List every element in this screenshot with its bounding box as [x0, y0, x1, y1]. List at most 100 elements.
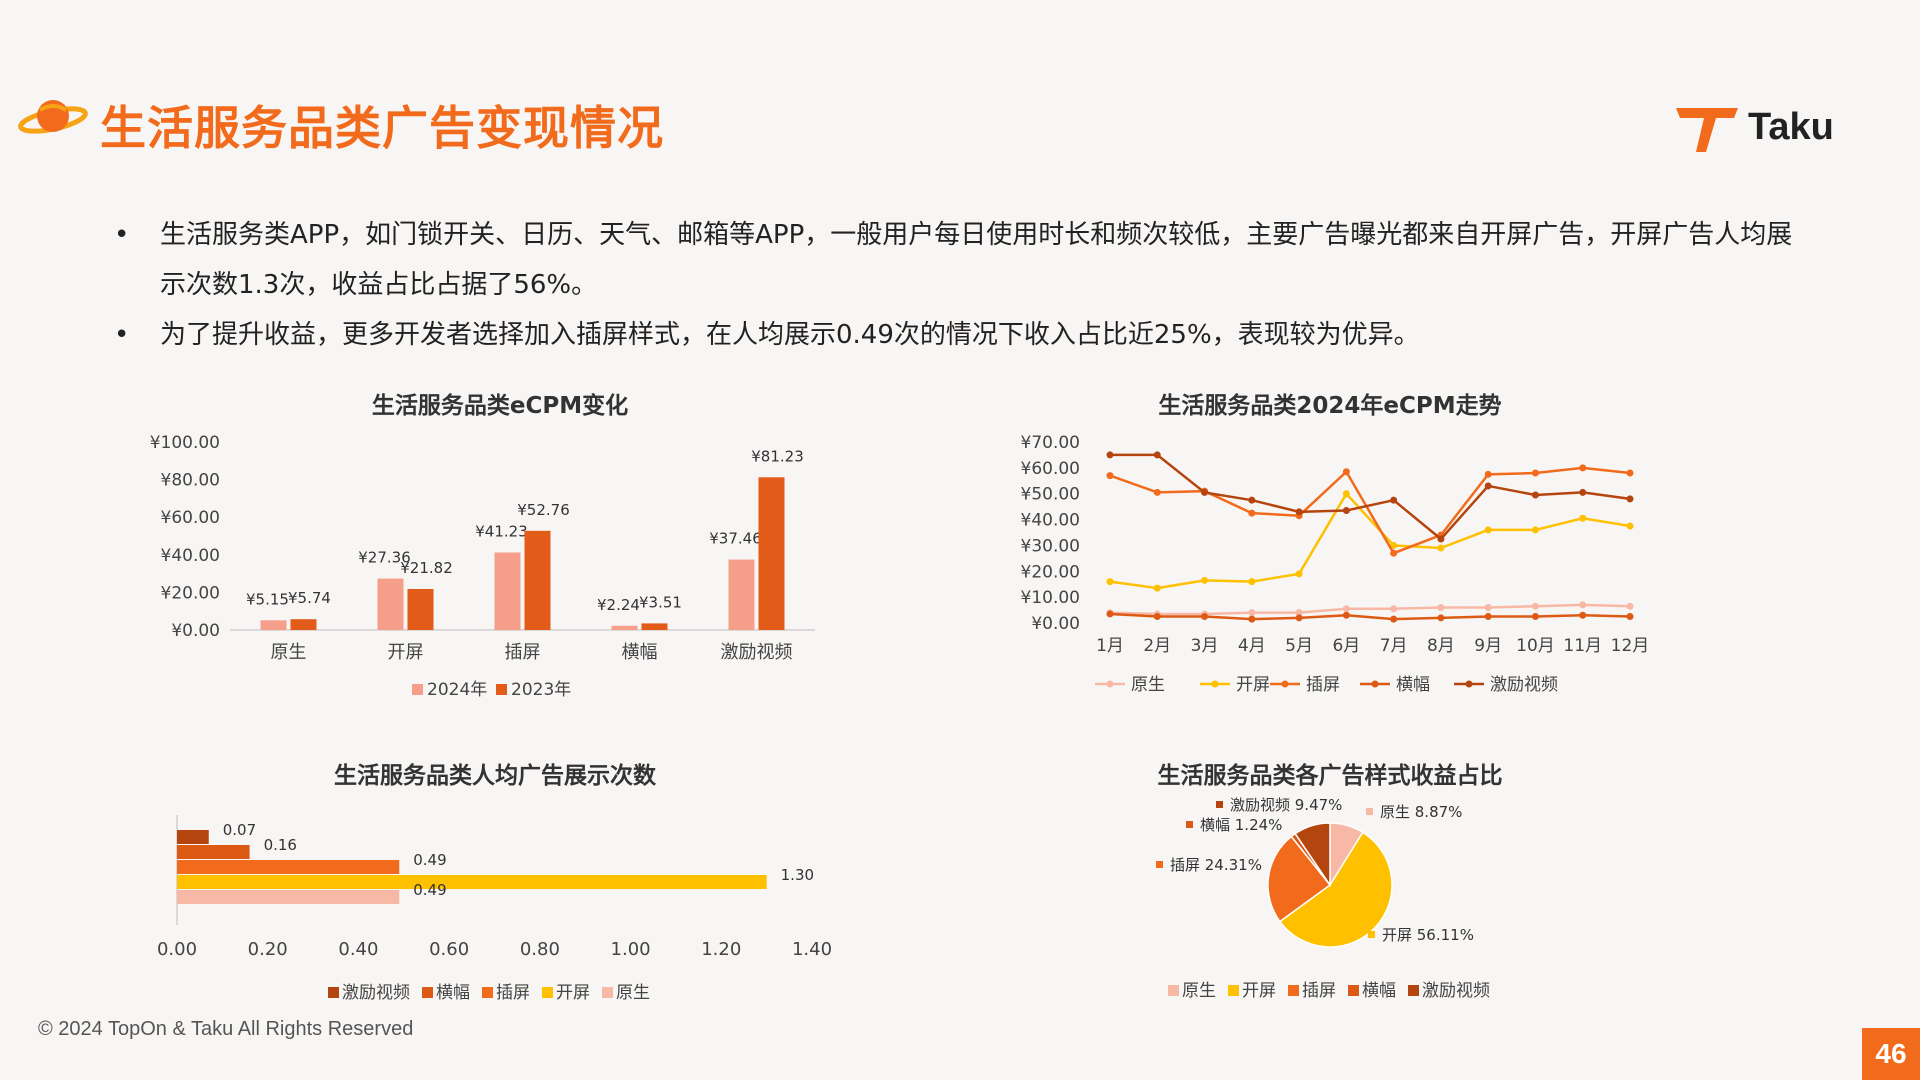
- y-tick-label: ¥0.00: [171, 621, 220, 641]
- bullet-text: 生活服务类APP，如门锁开关、日历、天气、邮箱等APP，一般用户每日使用时长和频…: [160, 220, 1793, 300]
- bar: [177, 875, 767, 889]
- data-label: 开屏 56.11%: [1382, 926, 1474, 944]
- legend-swatch: [602, 987, 613, 998]
- line-point: [1531, 613, 1539, 621]
- data-label: ¥3.51: [639, 593, 682, 611]
- data-label: ¥5.74: [288, 589, 331, 607]
- legend-label: 横幅: [1396, 675, 1430, 695]
- y-tick-label: ¥10.00: [1021, 588, 1080, 608]
- x-tick-label: 5月: [1285, 636, 1313, 656]
- label-marker: [1368, 931, 1375, 938]
- data-label: ¥37.46: [709, 530, 762, 548]
- revenue-pie-chart-title: 生活服务品类各广告样式收益占比: [1157, 763, 1503, 789]
- legend-label: 激励视频: [342, 983, 410, 1003]
- line-point: [1295, 609, 1303, 617]
- legend-swatch: [1168, 985, 1179, 996]
- bullet-item: • 为了提升收益，更多开发者选择加入插屏样式，在人均展示0.49次的情况下收入占比…: [110, 310, 1810, 360]
- data-label: ¥41.23: [475, 522, 528, 540]
- x-tick-label: 10月: [1516, 636, 1555, 656]
- y-tick-label: ¥60.00: [1021, 459, 1080, 479]
- line-point: [1484, 482, 1492, 490]
- bullet-list: • 生活服务类APP，如门锁开关、日历、天气、邮箱等APP，一般用户每日使用时长和…: [110, 210, 1810, 360]
- pie-slice: [1278, 831, 1393, 948]
- planet-logo-icon: [18, 100, 88, 134]
- x-tick-label: 插屏: [505, 642, 541, 663]
- pie-slice: [1294, 822, 1331, 888]
- line-point: [1153, 584, 1161, 592]
- revenue-pie-chart: 原生 8.87% 开屏 56.11% 插屏 24.31% 横幅 1.24% 激励视频 9…: [1156, 796, 1490, 1001]
- bar: [407, 588, 434, 630]
- line-point: [1579, 464, 1587, 472]
- line-point: [1295, 508, 1303, 516]
- legend-label: 2024年: [427, 680, 487, 700]
- ecpm-line-chart: ¥70.00 ¥60.00 ¥50.00 ¥40.00 ¥30.00 ¥20.00 ¥10.…: [1021, 433, 1650, 695]
- line-point: [1484, 526, 1492, 534]
- x-tick-label: 6月: [1332, 636, 1360, 656]
- data-label: ¥27.36: [358, 549, 411, 567]
- legend-swatch: [328, 987, 339, 998]
- x-tick-label: 2月: [1143, 636, 1171, 656]
- bar: [758, 477, 785, 630]
- line-point: [1248, 496, 1256, 504]
- copyright-footer: © 2024 TopOn & Taku All Rights Reserved: [38, 1018, 414, 1040]
- page-number: 46: [1862, 1028, 1920, 1080]
- data-label: ¥5.15: [246, 590, 289, 608]
- line-point: [1579, 488, 1587, 496]
- legend-label: 横幅: [436, 983, 470, 1003]
- brand-logo-text: Taku: [1748, 106, 1834, 148]
- line-point: [1390, 496, 1398, 504]
- bar: [377, 578, 404, 630]
- line-point: [1295, 570, 1303, 578]
- legend-label: 插屏: [1302, 981, 1336, 1001]
- y-tick-label: ¥50.00: [1021, 485, 1080, 505]
- line-point: [1626, 613, 1634, 621]
- x-tick-label: 0.20: [248, 939, 288, 960]
- data-label: ¥21.82: [400, 559, 453, 577]
- legend-label: 激励视频: [1422, 981, 1490, 1001]
- x-tick-label: 11月: [1563, 636, 1602, 656]
- series-line: [1109, 466, 1631, 555]
- data-label: 插屏 24.31%: [1170, 856, 1262, 874]
- series-line: [1109, 612, 1631, 621]
- data-label: 激励视频 9.47%: [1230, 796, 1342, 814]
- x-tick-label: 开屏: [388, 642, 424, 663]
- data-label: ¥81.23: [751, 447, 804, 465]
- bar: [177, 890, 400, 904]
- line-point: [1106, 578, 1114, 586]
- line-point: [1531, 491, 1539, 499]
- legend-label: 开屏: [556, 983, 590, 1003]
- y-tick-label: ¥20.00: [1021, 562, 1080, 582]
- bar: [177, 830, 209, 844]
- legend-marker: [1281, 680, 1289, 688]
- line-point: [1106, 451, 1114, 459]
- line-point: [1201, 488, 1209, 496]
- data-label: ¥2.24: [597, 596, 640, 614]
- line-point: [1153, 451, 1161, 459]
- line-point: [1579, 601, 1587, 609]
- legend-swatch: [422, 987, 433, 998]
- x-tick-label: 0.60: [429, 939, 469, 960]
- legend-swatch: [1228, 985, 1239, 996]
- line-point: [1531, 602, 1539, 610]
- page-title: 生活服务品类广告变现情况: [100, 101, 664, 155]
- line-point: [1390, 549, 1398, 557]
- line-point: [1626, 602, 1634, 610]
- legend-label: 2023年: [511, 680, 571, 700]
- legend-label: 插屏: [496, 983, 530, 1003]
- data-label: 1.30: [781, 866, 814, 884]
- data-label: 原生 8.87%: [1380, 803, 1462, 821]
- line-point: [1201, 576, 1209, 584]
- bar: [641, 623, 668, 630]
- label-marker: [1186, 821, 1193, 828]
- line-point: [1342, 611, 1350, 619]
- line-point: [1437, 535, 1445, 543]
- line-point: [1201, 613, 1209, 621]
- bar: [494, 552, 521, 630]
- line-point: [1342, 507, 1350, 515]
- bullet-text: 为了提升收益，更多开发者选择加入插屏样式，在人均展示0.49次的情况下收入占比近…: [160, 320, 1420, 350]
- legend-marker: [1106, 680, 1114, 688]
- data-label: 0.49: [413, 851, 446, 869]
- data-label: 横幅 1.24%: [1200, 816, 1282, 834]
- legend-label: 开屏: [1242, 981, 1276, 1001]
- x-tick-label: 0.40: [338, 939, 378, 960]
